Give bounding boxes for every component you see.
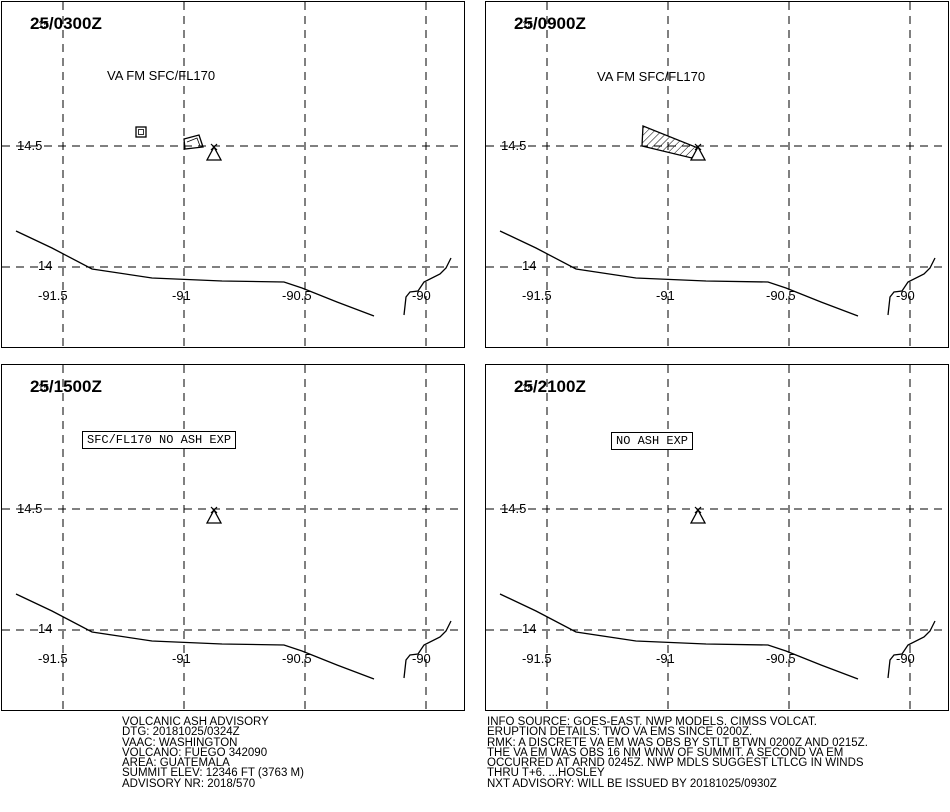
lon-label-90: -90 [412,288,431,303]
map-svg: 15 14.5 14 -91.5 -91 -90.5 -90 [486,365,948,710]
advisory-line: NXT ADVISORY: WILL BE ISSUED BY 20181025… [487,777,777,790]
coastline [499,593,859,680]
altitude-label: NO ASH EXP [611,432,694,450]
lat-label-14: 14 [522,258,536,273]
volcano-icon [689,143,707,161]
forecast-panel-t6: 15 14.5 14 -91.5 -91 -90.5 -90 25/0900Z … [485,1,949,348]
valid-time: 25/2100Z [514,377,586,396]
advisory-line: OCCURRED AT ARND 0245Z. NWP MDLS SUGGEST… [487,757,864,770]
border-line [887,620,936,679]
advisory-line: ERUPTION DETAILS: TWO VA EMS SINCE 0200Z… [487,726,753,739]
lon-label-91: -91 [656,288,675,303]
forecast-panel-t12: 15 14.5 14 -91.5 -91 -90.5 -90 25/1500Z … [1,364,465,711]
lat-label-14-5: 14.5 [501,138,526,153]
altitude-label: VA FM SFC/FL170 [597,69,706,84]
lat-label-top: 15 [38,20,50,31]
lon-label-91-5: -91.5 [522,288,552,303]
valid-time: 25/0900Z [514,14,586,33]
border-line [887,257,936,316]
lon-label-90: -90 [412,651,431,666]
advisory-remarks-text: INFO SOURCE: GOES-EAST. NWP MODELS. CIMS… [487,716,868,790]
advisory-line: VAAC: WASHINGTON [122,736,238,749]
grid-lines [2,2,464,347]
lon-label-90-5: -90.5 [766,288,796,303]
map-svg: 15 14.5 14 -91.5 -91 -90.5 -90 [2,2,464,347]
lon-label-91-5: -91.5 [38,288,68,303]
ash-cloud-polygon [641,125,699,160]
advisory-header-text: VOLCANIC ASH ADVISORY DTG: 20181025/0324… [122,716,304,790]
lon-label-91-5: -91.5 [522,651,552,666]
grid-lines [2,365,464,710]
lat-label-top: 15 [522,20,534,31]
forecast-panel-t0: 15 14.5 14 -91.5 -91 -90.5 -90 25/0300Z … [1,1,465,348]
advisory-line: ADVISORY NR: 2018/570 [122,777,256,790]
advisory-line: INFO SOURCE: GOES-EAST. NWP MODELS. CIMS… [487,716,817,728]
altitude-label: VA FM SFC/FL170 [107,68,216,83]
coastline [499,230,859,317]
volcano-icon [205,506,223,524]
advisory-line: RMK: A DISCRETE VA EM WAS OBS BY STLT BT… [487,736,868,749]
valid-time: 25/0300Z [30,14,102,33]
valid-time: 25/1500Z [30,377,102,396]
grid-lines [486,2,948,347]
advisory-line: THRU T+6. ...HOSLEY [487,767,605,780]
advisory-line: VOLCANIC ASH ADVISORY [122,716,269,728]
border-line [403,257,452,316]
lat-label-14-5: 14.5 [501,501,526,516]
altitude-label: SFC/FL170 NO ASH EXP [82,431,237,449]
coastline [15,593,375,680]
grid-lines [486,365,948,710]
volcano-icon [205,143,223,161]
lat-label-14: 14 [38,621,52,636]
advisory-line: DTG: 20181025/0324Z [122,726,240,739]
lat-label-14: 14 [522,621,536,636]
lon-label-91-5: -91.5 [38,651,68,666]
lon-label-91: -91 [656,651,675,666]
lat-label-14: 14 [38,258,52,273]
coastline [15,230,375,317]
ash-cloud-polygon [135,126,204,150]
lon-label-90-5: -90.5 [766,651,796,666]
lat-label-14-5: 14.5 [17,138,42,153]
lon-label-91: -91 [172,651,191,666]
forecast-panel-t18: 15 14.5 14 -91.5 -91 -90.5 -90 25/2100Z … [485,364,949,711]
lon-label-90-5: -90.5 [282,288,312,303]
volcano-icon [689,506,707,524]
border-line [403,620,452,679]
lat-label-14-5: 14.5 [17,501,42,516]
lon-label-90-5: -90.5 [282,651,312,666]
map-svg: 15 14.5 14 -91.5 -91 -90.5 -90 [2,365,464,710]
lat-label-top: 15 [522,383,534,394]
lon-label-90: -90 [896,288,915,303]
advisory-line: VOLCANO: FUEGO 342090 [122,746,268,759]
advisory-line: SUMMIT ELEV: 12346 FT (3763 M) [122,767,304,780]
map-svg: 15 14.5 14 -91.5 -91 -90.5 -90 [486,2,948,347]
lon-label-91: -91 [172,288,191,303]
advisory-line: THE VA EM WAS OBS 16 NM WNW OF SUMMIT. A… [487,746,844,759]
lon-label-90: -90 [896,651,915,666]
advisory-line: AREA: GUATEMALA [122,757,230,770]
lat-label-top: 15 [38,383,50,394]
